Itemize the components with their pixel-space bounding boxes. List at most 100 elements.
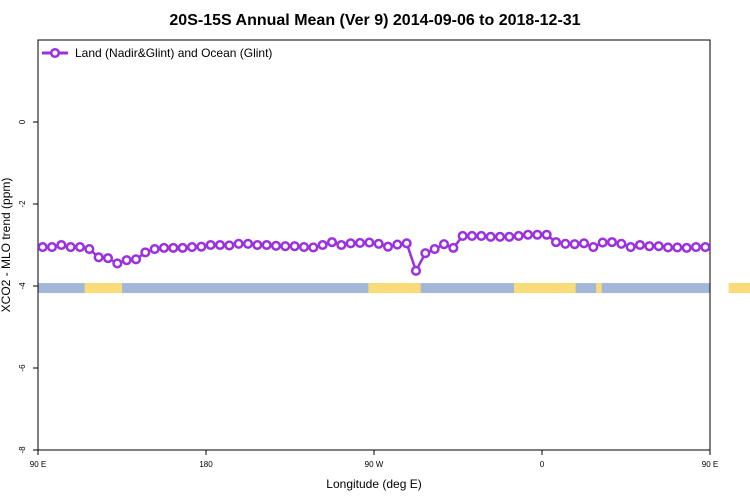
data-point bbox=[681, 242, 692, 253]
data-point bbox=[242, 238, 254, 249]
data-point bbox=[597, 237, 608, 248]
data-point bbox=[298, 242, 310, 253]
data-point bbox=[196, 241, 207, 252]
legend-marker bbox=[49, 47, 61, 59]
data-point bbox=[140, 247, 151, 258]
data-point bbox=[653, 241, 664, 252]
x-axis-label: Longitude (deg E) bbox=[326, 477, 421, 491]
data-point bbox=[606, 237, 618, 248]
data-point bbox=[74, 242, 86, 253]
data-point bbox=[739, 242, 747, 250]
land-segment bbox=[84, 283, 122, 294]
data-point bbox=[513, 230, 524, 242]
data-point bbox=[373, 238, 384, 249]
data-point bbox=[550, 237, 562, 248]
legend-label: Land (Nadir&Glint) and Ocean (Glint) bbox=[75, 46, 272, 60]
data-point bbox=[392, 239, 403, 250]
data-point bbox=[317, 239, 328, 251]
data-point bbox=[336, 239, 347, 251]
data-point bbox=[84, 244, 95, 255]
data-point bbox=[186, 242, 198, 253]
data-point bbox=[308, 242, 319, 253]
data-point bbox=[504, 231, 515, 242]
data-point bbox=[569, 239, 580, 250]
data-point bbox=[616, 238, 627, 249]
data-point bbox=[65, 242, 76, 253]
land-segment bbox=[514, 283, 576, 294]
y-tick-label: -6 bbox=[18, 364, 27, 372]
land-segment bbox=[596, 283, 602, 294]
data-point bbox=[720, 241, 728, 249]
data-point bbox=[420, 248, 431, 259]
data-point bbox=[522, 229, 534, 240]
data-point bbox=[709, 245, 710, 249]
data-point bbox=[541, 229, 552, 240]
data-point bbox=[224, 240, 235, 251]
data-point bbox=[46, 242, 58, 253]
x-axis: 90 E 180 90 W 0 90 E bbox=[30, 450, 718, 469]
x-tick-label: 90 E bbox=[30, 460, 46, 469]
data-point bbox=[644, 241, 655, 252]
data-point bbox=[102, 253, 114, 264]
data-point bbox=[457, 230, 468, 242]
data-point bbox=[634, 239, 646, 251]
data-point bbox=[476, 230, 487, 242]
data-point bbox=[130, 254, 142, 265]
data-point bbox=[485, 231, 496, 242]
y-tick-label: -2 bbox=[18, 200, 27, 208]
data-point bbox=[588, 242, 599, 253]
data-point bbox=[38, 242, 48, 253]
y-tick-label: -4 bbox=[18, 282, 27, 290]
data-point bbox=[121, 255, 132, 266]
data-point bbox=[289, 241, 300, 252]
x-tick-label: 90 E bbox=[702, 460, 718, 469]
data-point bbox=[730, 242, 738, 250]
data-point bbox=[438, 239, 450, 250]
data-point bbox=[168, 242, 179, 253]
data-point bbox=[401, 238, 412, 249]
data-point bbox=[158, 242, 170, 253]
data-point bbox=[326, 237, 338, 248]
data-point bbox=[364, 237, 375, 248]
data-point bbox=[354, 237, 366, 248]
data-point bbox=[532, 229, 543, 240]
data-point bbox=[112, 258, 123, 269]
data-point bbox=[625, 242, 636, 253]
data-point bbox=[233, 238, 244, 249]
data-point bbox=[466, 230, 478, 242]
data-point bbox=[429, 244, 440, 255]
data-point bbox=[149, 244, 160, 255]
data-point bbox=[205, 239, 216, 251]
data-point bbox=[252, 239, 263, 251]
chart-title: 20S-15S Annual Mean (Ver 9) 2014-09-06 t… bbox=[169, 12, 580, 29]
series-layer bbox=[38, 229, 747, 276]
y-axis-label: XCO2 - MLO trend (ppm) bbox=[0, 178, 13, 313]
legend: Land (Nadir&Glint) and Ocean (Glint) bbox=[42, 46, 272, 60]
data-point bbox=[382, 241, 394, 252]
data-point bbox=[177, 242, 188, 253]
data-point bbox=[560, 238, 571, 249]
data-point bbox=[93, 252, 104, 263]
data-point bbox=[280, 241, 291, 252]
y-tick-label: -8 bbox=[18, 446, 27, 454]
data-point bbox=[700, 242, 710, 253]
data-point bbox=[662, 242, 674, 253]
data-point bbox=[261, 239, 272, 251]
land-segment bbox=[728, 283, 750, 294]
data-point bbox=[690, 242, 702, 253]
y-axis: 0 -2 -4 -6 -8 bbox=[18, 119, 38, 454]
surface-band bbox=[38, 283, 750, 294]
data-point bbox=[448, 242, 459, 253]
x-tick-label: 180 bbox=[199, 460, 213, 469]
y-tick-label: 0 bbox=[18, 119, 27, 124]
land-segment bbox=[368, 283, 421, 294]
data-point bbox=[270, 240, 282, 251]
data-point bbox=[345, 238, 356, 249]
data-point bbox=[56, 239, 67, 251]
x-tick-label: 90 W bbox=[365, 460, 384, 469]
data-point bbox=[494, 231, 506, 242]
x-tick-label: 0 bbox=[540, 460, 545, 469]
data-point bbox=[410, 265, 422, 276]
data-point bbox=[214, 239, 226, 251]
